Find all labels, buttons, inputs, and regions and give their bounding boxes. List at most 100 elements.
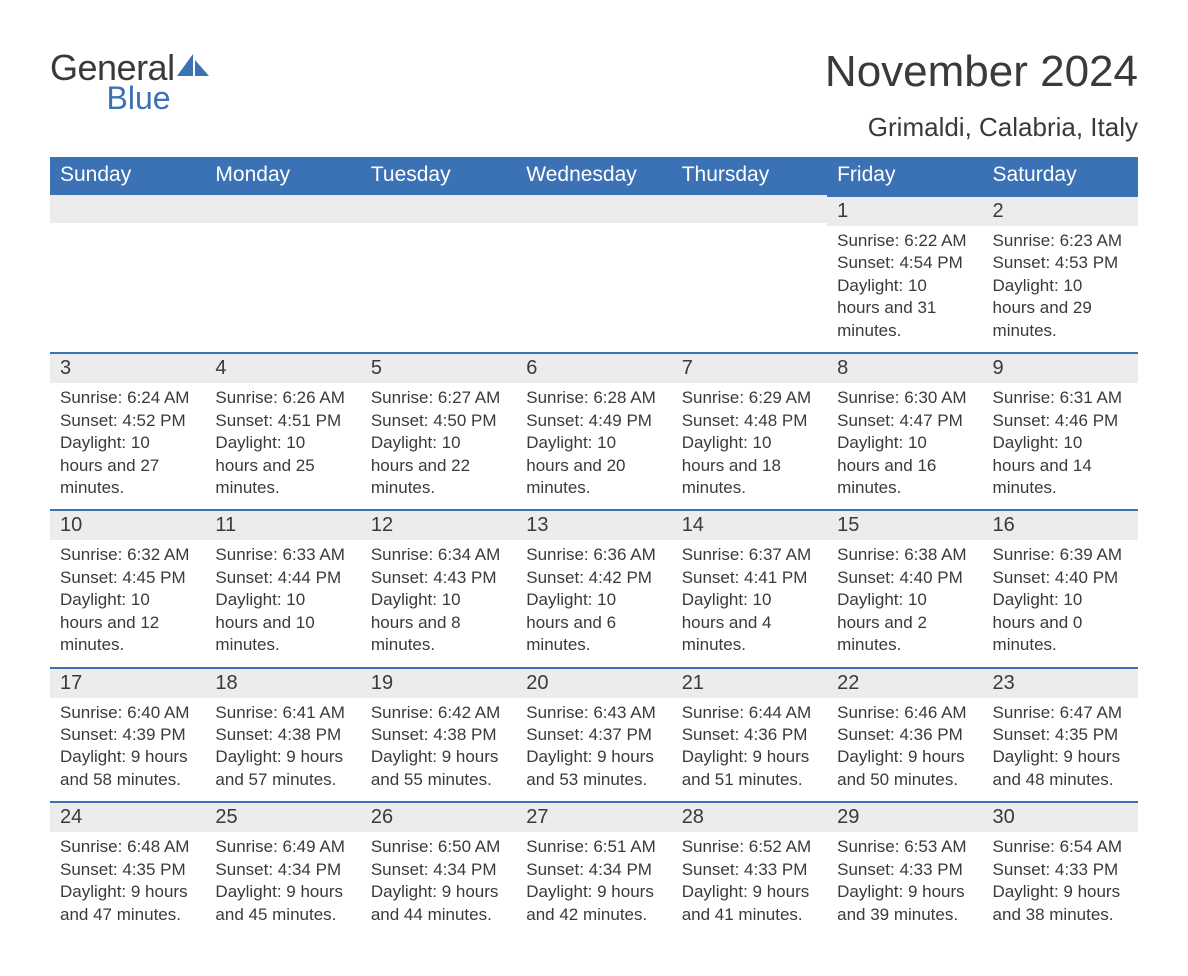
day-body: Sunrise: 6:42 AMSunset: 4:38 PMDaylight:…: [361, 698, 516, 802]
daylight-text: Daylight: 10 hours and 6 minutes.: [526, 589, 661, 656]
day-number: 14: [672, 509, 827, 540]
day-number: 16: [983, 509, 1138, 540]
day-cell: 2Sunrise: 6:23 AMSunset: 4:53 PMDaylight…: [983, 195, 1138, 352]
brand-text: General Blue: [50, 50, 175, 114]
sunset-text: Sunset: 4:47 PM: [837, 410, 972, 432]
week-row: 24Sunrise: 6:48 AMSunset: 4:35 PMDayligh…: [50, 801, 1138, 936]
day-number: 25: [205, 801, 360, 832]
day-cell: 10Sunrise: 6:32 AMSunset: 4:45 PMDayligh…: [50, 509, 205, 666]
sunrise-text: Sunrise: 6:26 AM: [215, 387, 350, 409]
month-title: November 2024: [825, 50, 1138, 94]
day-number: 8: [827, 352, 982, 383]
daylight-text: Daylight: 10 hours and 10 minutes.: [215, 589, 350, 656]
day-body: Sunrise: 6:40 AMSunset: 4:39 PMDaylight:…: [50, 698, 205, 802]
sail-icon: [177, 54, 211, 82]
sunset-text: Sunset: 4:44 PM: [215, 567, 350, 589]
day-cell: [50, 195, 205, 352]
empty-day-bar: [672, 195, 827, 223]
day-body: Sunrise: 6:22 AMSunset: 4:54 PMDaylight:…: [827, 226, 982, 352]
day-cell: [205, 195, 360, 352]
daylight-text: Daylight: 10 hours and 22 minutes.: [371, 432, 506, 499]
sunset-text: Sunset: 4:33 PM: [993, 859, 1128, 881]
day-number: 4: [205, 352, 360, 383]
sunrise-text: Sunrise: 6:23 AM: [993, 230, 1128, 252]
day-body: Sunrise: 6:43 AMSunset: 4:37 PMDaylight:…: [516, 698, 671, 802]
sunrise-text: Sunrise: 6:43 AM: [526, 702, 661, 724]
sunset-text: Sunset: 4:42 PM: [526, 567, 661, 589]
day-cell: 17Sunrise: 6:40 AMSunset: 4:39 PMDayligh…: [50, 667, 205, 802]
daylight-text: Daylight: 10 hours and 25 minutes.: [215, 432, 350, 499]
daylight-text: Daylight: 10 hours and 29 minutes.: [993, 275, 1128, 342]
day-cell: 8Sunrise: 6:30 AMSunset: 4:47 PMDaylight…: [827, 352, 982, 509]
day-number: 15: [827, 509, 982, 540]
sunrise-text: Sunrise: 6:30 AM: [837, 387, 972, 409]
sunrise-text: Sunrise: 6:46 AM: [837, 702, 972, 724]
sunset-text: Sunset: 4:35 PM: [60, 859, 195, 881]
day-body: Sunrise: 6:32 AMSunset: 4:45 PMDaylight:…: [50, 540, 205, 666]
week-row: 3Sunrise: 6:24 AMSunset: 4:52 PMDaylight…: [50, 352, 1138, 509]
daylight-text: Daylight: 10 hours and 8 minutes.: [371, 589, 506, 656]
day-cell: 21Sunrise: 6:44 AMSunset: 4:36 PMDayligh…: [672, 667, 827, 802]
location: Grimaldi, Calabria, Italy: [825, 112, 1138, 143]
day-number: 3: [50, 352, 205, 383]
sunrise-text: Sunrise: 6:29 AM: [682, 387, 817, 409]
sunset-text: Sunset: 4:37 PM: [526, 724, 661, 746]
sunrise-text: Sunrise: 6:51 AM: [526, 836, 661, 858]
day-cell: 30Sunrise: 6:54 AMSunset: 4:33 PMDayligh…: [983, 801, 1138, 936]
day-body: Sunrise: 6:46 AMSunset: 4:36 PMDaylight:…: [827, 698, 982, 802]
daylight-text: Daylight: 9 hours and 38 minutes.: [993, 881, 1128, 926]
sunrise-text: Sunrise: 6:49 AM: [215, 836, 350, 858]
day-body: Sunrise: 6:49 AMSunset: 4:34 PMDaylight:…: [205, 832, 360, 936]
sunrise-text: Sunrise: 6:37 AM: [682, 544, 817, 566]
day-cell: 19Sunrise: 6:42 AMSunset: 4:38 PMDayligh…: [361, 667, 516, 802]
sunset-text: Sunset: 4:50 PM: [371, 410, 506, 432]
page: General Blue November 2024 Grimaldi, Cal…: [0, 0, 1188, 976]
day-cell: 16Sunrise: 6:39 AMSunset: 4:40 PMDayligh…: [983, 509, 1138, 666]
calendar: SundayMondayTuesdayWednesdayThursdayFrid…: [50, 157, 1138, 936]
sunrise-text: Sunrise: 6:48 AM: [60, 836, 195, 858]
day-body: Sunrise: 6:44 AMSunset: 4:36 PMDaylight:…: [672, 698, 827, 802]
day-cell: 29Sunrise: 6:53 AMSunset: 4:33 PMDayligh…: [827, 801, 982, 936]
day-cell: 18Sunrise: 6:41 AMSunset: 4:38 PMDayligh…: [205, 667, 360, 802]
day-number: 12: [361, 509, 516, 540]
day-cell: 1Sunrise: 6:22 AMSunset: 4:54 PMDaylight…: [827, 195, 982, 352]
day-cell: 13Sunrise: 6:36 AMSunset: 4:42 PMDayligh…: [516, 509, 671, 666]
day-number: 6: [516, 352, 671, 383]
sunset-text: Sunset: 4:36 PM: [837, 724, 972, 746]
day-number: 27: [516, 801, 671, 832]
sunset-text: Sunset: 4:40 PM: [993, 567, 1128, 589]
daylight-text: Daylight: 10 hours and 18 minutes.: [682, 432, 817, 499]
day-cell: [361, 195, 516, 352]
daylight-text: Daylight: 10 hours and 27 minutes.: [60, 432, 195, 499]
sunset-text: Sunset: 4:49 PM: [526, 410, 661, 432]
day-body: Sunrise: 6:38 AMSunset: 4:40 PMDaylight:…: [827, 540, 982, 666]
sunset-text: Sunset: 4:34 PM: [215, 859, 350, 881]
day-body: Sunrise: 6:27 AMSunset: 4:50 PMDaylight:…: [361, 383, 516, 509]
dow-cell: Monday: [205, 157, 360, 195]
sunrise-text: Sunrise: 6:42 AM: [371, 702, 506, 724]
sunrise-text: Sunrise: 6:39 AM: [993, 544, 1128, 566]
sunset-text: Sunset: 4:33 PM: [682, 859, 817, 881]
day-body: Sunrise: 6:30 AMSunset: 4:47 PMDaylight:…: [827, 383, 982, 509]
daylight-text: Daylight: 9 hours and 50 minutes.: [837, 746, 972, 791]
sunrise-text: Sunrise: 6:34 AM: [371, 544, 506, 566]
brand-logo: General Blue: [50, 50, 211, 114]
daylight-text: Daylight: 9 hours and 57 minutes.: [215, 746, 350, 791]
day-cell: 28Sunrise: 6:52 AMSunset: 4:33 PMDayligh…: [672, 801, 827, 936]
day-number: 9: [983, 352, 1138, 383]
sunset-text: Sunset: 4:52 PM: [60, 410, 195, 432]
sunrise-text: Sunrise: 6:36 AM: [526, 544, 661, 566]
daylight-text: Daylight: 9 hours and 53 minutes.: [526, 746, 661, 791]
day-body: Sunrise: 6:33 AMSunset: 4:44 PMDaylight:…: [205, 540, 360, 666]
day-number: 30: [983, 801, 1138, 832]
day-body: Sunrise: 6:24 AMSunset: 4:52 PMDaylight:…: [50, 383, 205, 509]
daylight-text: Daylight: 10 hours and 16 minutes.: [837, 432, 972, 499]
sunrise-text: Sunrise: 6:41 AM: [215, 702, 350, 724]
daylight-text: Daylight: 9 hours and 47 minutes.: [60, 881, 195, 926]
sunrise-text: Sunrise: 6:47 AM: [993, 702, 1128, 724]
day-number: 1: [827, 195, 982, 226]
day-number: 21: [672, 667, 827, 698]
daylight-text: Daylight: 10 hours and 20 minutes.: [526, 432, 661, 499]
empty-day-bar: [205, 195, 360, 223]
day-number: 2: [983, 195, 1138, 226]
